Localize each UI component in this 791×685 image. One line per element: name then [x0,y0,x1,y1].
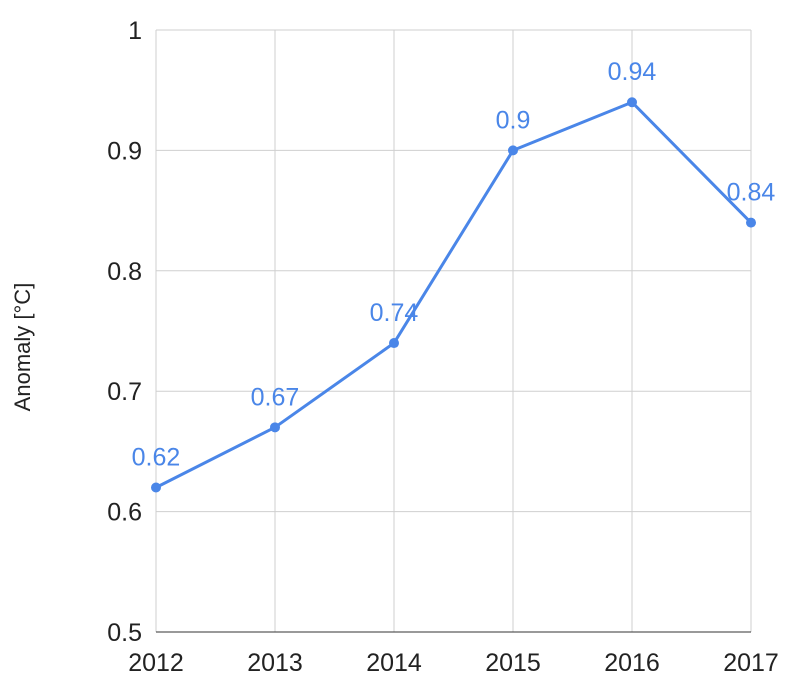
x-tick-label: 2014 [366,649,422,677]
data-label: 0.84 [727,179,776,207]
y-tick-label: 0.9 [107,137,142,165]
y-tick-label: 1 [128,17,142,45]
y-tick-label: 0.7 [107,378,142,406]
x-tick-label: 2016 [604,649,660,677]
x-tick-label: 2012 [128,649,184,677]
series-line [154,100,753,490]
data-point [389,338,399,349]
y-axis-tick-labels: 0.5 0.6 0.7 0.8 0.9 1 [107,17,142,647]
data-label: 0.74 [370,299,419,327]
data-point [270,422,280,433]
data-point [151,482,161,493]
data-label: 0.94 [608,58,657,86]
series-anomaly [151,97,756,493]
data-point [746,217,756,228]
x-tick-label: 2015 [485,649,541,677]
y-tick-label: 0.5 [107,619,142,647]
data-label: 0.9 [496,106,531,134]
data-label: 0.67 [251,383,300,411]
x-tick-label: 2013 [247,649,303,677]
y-tick-label: 0.8 [107,258,142,286]
data-point [627,97,637,108]
x-tick-label: 2017 [723,649,779,677]
y-tick-label: 0.6 [107,499,142,527]
data-point [508,145,518,156]
gridlines [155,29,752,632]
data-labels: 0.62 0.67 0.74 0.9 0.94 0.84 [132,58,776,471]
y-axis-title: Anomaly [°C] [10,283,35,412]
x-axis-tick-labels: 2012 2013 2014 2015 2016 2017 [128,649,779,677]
data-label: 0.62 [132,444,181,472]
